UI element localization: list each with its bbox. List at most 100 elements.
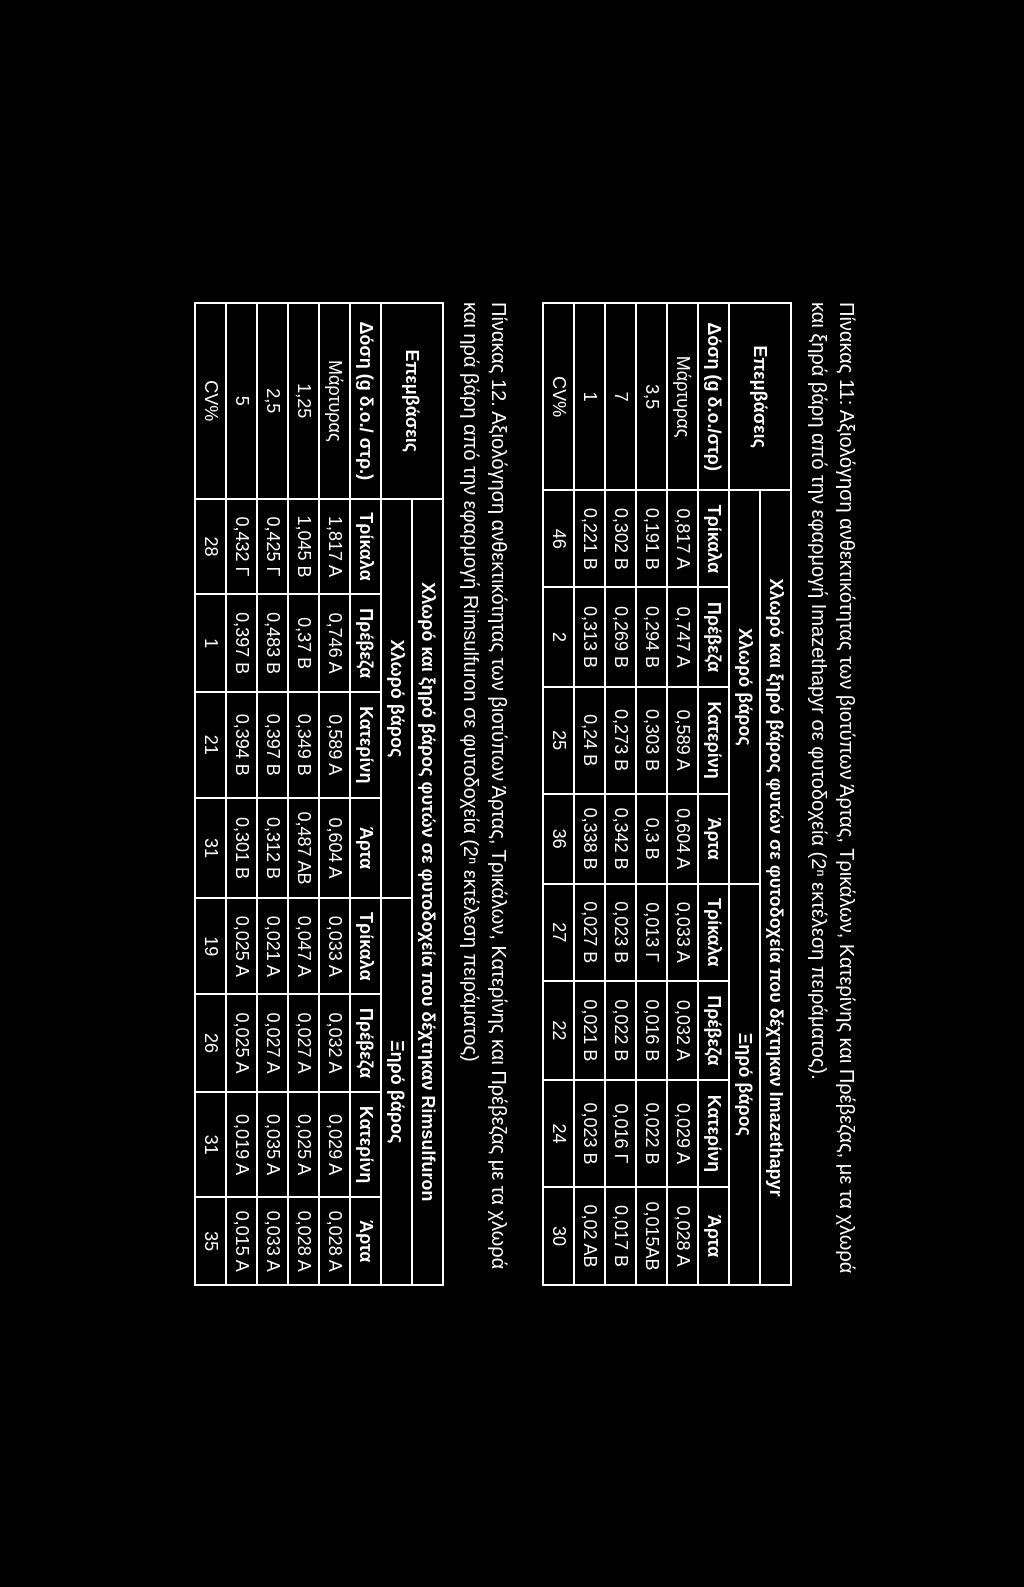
data-cell: 0,3 B <box>636 793 667 883</box>
data-cell: 0,025 A <box>288 1091 319 1197</box>
data-cell: 0,604 A <box>667 793 698 883</box>
data-cell: 0,313 B <box>574 587 605 686</box>
cv-cell: 27 <box>543 883 574 980</box>
data-cell: 0,269 B <box>605 587 636 686</box>
data-cell: 0,273 B <box>605 686 636 793</box>
data-cell: 0,017 B <box>605 1187 636 1285</box>
col-header: Πρέβεζα <box>698 980 729 1079</box>
data-cell: 0,589 A <box>667 686 698 793</box>
table1-caption: Πίνακας 11: Αξιολόγηση ανθεκτικότητας τω… <box>804 302 860 1286</box>
data-cell: 0,604 A <box>319 797 350 898</box>
data-cell: 0,483 B <box>257 594 288 692</box>
data-cell: 0,342 B <box>605 793 636 883</box>
header-main: Χλωρό και ξηρό βάρος φυτών σε φυτοδοχεία… <box>412 498 443 1284</box>
rotated-page: Πίνακας 11: Αξιολόγηση ανθεκτικότητας τω… <box>144 282 880 1306</box>
table-row: 7 0,302 B 0,269 B 0,273 B 0,342 B 0,023 … <box>605 303 636 1285</box>
cv-cell: 35 <box>195 1197 226 1285</box>
data-cell: 0,028 A <box>319 1197 350 1285</box>
dose-cell: 5 <box>226 303 257 499</box>
data-cell: 0,487 AB <box>288 797 319 898</box>
data-cell: 0,016 B <box>636 980 667 1079</box>
header-xiro: Ξηρό βάρος <box>381 898 412 1285</box>
col-header: Άρτα <box>698 793 729 883</box>
data-cell: 0,015AB <box>636 1187 667 1285</box>
dose-cell: 1,25 <box>288 303 319 499</box>
cv-cell: 46 <box>543 490 574 587</box>
table1: Επεμβάσεις Χλωρό και ξηρό βάρος φυτών σε… <box>542 302 792 1286</box>
cv-cell: 19 <box>195 898 226 994</box>
dose-cell: Μάρτυρας <box>319 303 350 499</box>
data-cell: 0,027 A <box>288 994 319 1092</box>
data-cell: 0,013 Γ <box>636 883 667 980</box>
data-cell: 0,303 B <box>636 686 667 793</box>
data-cell: 0,022 B <box>605 980 636 1079</box>
cv-cell: 24 <box>543 1079 574 1186</box>
cv-cell: 21 <box>195 691 226 797</box>
data-cell: 0,312 B <box>257 797 288 898</box>
data-cell: 0,027 A <box>257 994 288 1092</box>
data-cell: 0,019 A <box>226 1091 257 1197</box>
data-cell: 0,37 B <box>288 594 319 692</box>
data-cell: 0,032 A <box>667 980 698 1079</box>
table-row: Μάρτυρας 0,817 A 0,747 A 0,589 A 0,604 A… <box>667 303 698 1285</box>
data-cell: 0,033 A <box>667 883 698 980</box>
data-cell: 0,746 A <box>319 594 350 692</box>
table-row: Μάρτυρας 1,817 A 0,746 A 0,589 A 0,604 A… <box>319 303 350 1285</box>
col-header: Τρίκαλα <box>698 883 729 980</box>
data-cell: 0,023 B <box>605 883 636 980</box>
data-cell: 0,023 B <box>574 1079 605 1186</box>
data-cell: 0,033 A <box>319 898 350 994</box>
cv-cell: 25 <box>543 686 574 793</box>
col-header: Κατερίνη <box>350 1091 381 1197</box>
cv-cell: 2 <box>543 587 574 686</box>
col-header: Κατερίνη <box>350 691 381 797</box>
data-cell: 0,589 A <box>319 691 350 797</box>
data-cell: 0,294 B <box>636 587 667 686</box>
table-row: 1,25 1,045 B 0,37 B 0,349 B 0,487 AB 0,0… <box>288 303 319 1285</box>
col-header: Άρτα <box>350 797 381 898</box>
data-cell: 0,028 A <box>288 1197 319 1285</box>
dose-cell: 2,5 <box>257 303 288 499</box>
col-header: Πρέβεζα <box>350 594 381 692</box>
cv-cell: 30 <box>543 1187 574 1285</box>
header-dose: Δόση (g δ.ο./στρ) <box>698 303 729 490</box>
data-cell: 0,747 A <box>667 587 698 686</box>
cv-label: CV% <box>195 303 226 499</box>
data-cell: 0,302 B <box>605 490 636 587</box>
header-epemvaseis: Επεμβάσεις <box>381 303 443 499</box>
data-cell: 0,047 A <box>288 898 319 994</box>
header-epemvaseis: Επεμβάσεις <box>729 303 791 490</box>
data-cell: 0,016 Γ <box>605 1079 636 1186</box>
data-cell: 0,028 A <box>667 1187 698 1285</box>
data-cell: 0,029 A <box>667 1079 698 1186</box>
cv-cell: 28 <box>195 498 226 594</box>
data-cell: 0,032 A <box>319 994 350 1092</box>
dose-cell: 3,5 <box>636 303 667 490</box>
dose-cell: Μάρτυρας <box>667 303 698 490</box>
dose-cell: 1 <box>574 303 605 490</box>
data-cell: 0,021 A <box>257 898 288 994</box>
data-cell: 0,021 B <box>574 980 605 1079</box>
data-cell: 0,301 B <box>226 797 257 898</box>
table-row: 1 0,221 B 0,313 B 0,24 B 0,338 B 0,027 B… <box>574 303 605 1285</box>
data-cell: 1,045 B <box>288 498 319 594</box>
table2-caption: Πίνακας 12. Αξιολόγηση ανθεκτικότητας τω… <box>456 302 512 1286</box>
header-dose: Δόση (g δ.ο./ στρ.) <box>350 303 381 499</box>
col-header: Τρίκαλα <box>350 498 381 594</box>
data-cell: 0,425 Γ <box>257 498 288 594</box>
col-header: Άρτα <box>350 1197 381 1285</box>
data-cell: 0,02 AB <box>574 1187 605 1285</box>
cv-cell: 26 <box>195 994 226 1092</box>
table-row: 5 0,432 Γ 0,397 B 0,394 B 0,301 B 0,025 … <box>226 303 257 1285</box>
data-cell: 0,015 A <box>226 1197 257 1285</box>
header-main: Χλωρό και ξηρό βάρος φυτών σε φυτοδοχεία… <box>760 490 791 1285</box>
table2: Επεμβάσεις Χλωρό και ξηρό βάρος φυτών σε… <box>194 302 444 1286</box>
cv-cell: 31 <box>195 1091 226 1197</box>
data-cell: 0,221 B <box>574 490 605 587</box>
data-cell: 1,817 A <box>319 498 350 594</box>
col-header: Άρτα <box>698 1187 729 1285</box>
data-cell: 0,191 B <box>636 490 667 587</box>
data-cell: 0,033 A <box>257 1197 288 1285</box>
col-header: Κατερίνη <box>698 1079 729 1186</box>
data-cell: 0,027 B <box>574 883 605 980</box>
